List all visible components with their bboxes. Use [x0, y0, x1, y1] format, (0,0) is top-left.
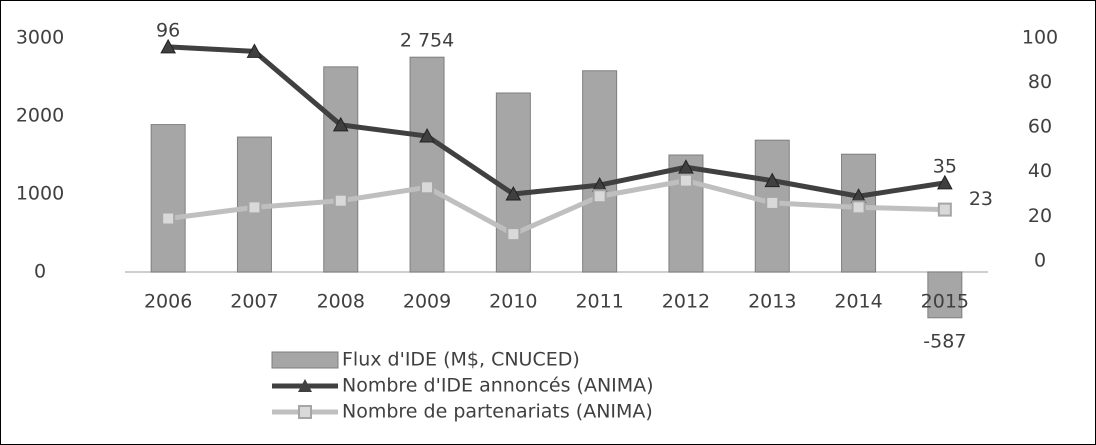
y-tick-label: 3000: [16, 27, 64, 49]
marker: [247, 200, 262, 215]
y2-tick-label: 0: [1034, 249, 1046, 271]
y-tick-label: 1000: [16, 183, 64, 205]
legend-label: Nombre de partenariats (ANIMA): [342, 401, 653, 423]
x-tick-label: 2006: [144, 291, 192, 313]
marker: [333, 193, 348, 208]
marker: [332, 116, 349, 132]
x-tick-label: 2011: [575, 291, 623, 313]
marker: [937, 174, 953, 190]
x-tick-label: 2009: [403, 291, 451, 313]
marker: [765, 195, 780, 210]
x-tick-label: 2015: [921, 291, 969, 313]
y2-tick-label: 40: [1028, 160, 1052, 182]
marker: [420, 180, 435, 195]
y-tick-label: 2000: [16, 105, 64, 127]
marker: [764, 172, 781, 188]
marker: [937, 202, 952, 217]
marker: [678, 159, 694, 174]
bar: [323, 66, 359, 273]
marker: [851, 200, 866, 215]
bar: [150, 124, 186, 273]
x-tick-label: 2010: [489, 291, 537, 313]
x-tick-label: 2012: [662, 291, 710, 313]
y-tick-label: 0: [34, 261, 46, 283]
marker: [506, 227, 521, 242]
marker: [419, 128, 435, 143]
line: [168, 44, 946, 199]
y2-tick-label: 20: [1028, 205, 1052, 227]
marker: [160, 38, 176, 54]
data-label: 35: [933, 155, 957, 177]
x-tick-label: 2007: [230, 291, 278, 313]
bar: [668, 154, 704, 273]
bar: [495, 92, 531, 273]
marker: [592, 189, 607, 204]
legend-label: Flux d'IDE (M$, CNUCED): [342, 349, 580, 371]
data-label: 96: [156, 19, 180, 41]
marker: [246, 43, 263, 58]
bar: [927, 271, 963, 319]
marker: [161, 211, 176, 226]
data-label: 2 754: [400, 30, 454, 52]
legend-marker: [298, 405, 312, 419]
x-tick-label: 2008: [317, 291, 365, 313]
bar: [582, 70, 618, 273]
marker: [505, 185, 522, 201]
marker: [678, 173, 693, 188]
legend-swatch: [271, 351, 339, 369]
legend-label: Nombre d'IDE annoncés (ANIMA): [342, 375, 654, 397]
line: [167, 178, 945, 237]
y2-tick-label: 100: [1022, 27, 1058, 49]
legend-marker: [298, 379, 312, 392]
data-label: -587: [923, 330, 966, 352]
data-label: 23: [969, 188, 993, 210]
bar: [409, 56, 445, 273]
y2-tick-label: 60: [1028, 116, 1052, 138]
x-tick-label: 2014: [834, 291, 882, 313]
y2-tick-label: 80: [1028, 71, 1052, 93]
x-tick-label: 2013: [748, 291, 796, 313]
